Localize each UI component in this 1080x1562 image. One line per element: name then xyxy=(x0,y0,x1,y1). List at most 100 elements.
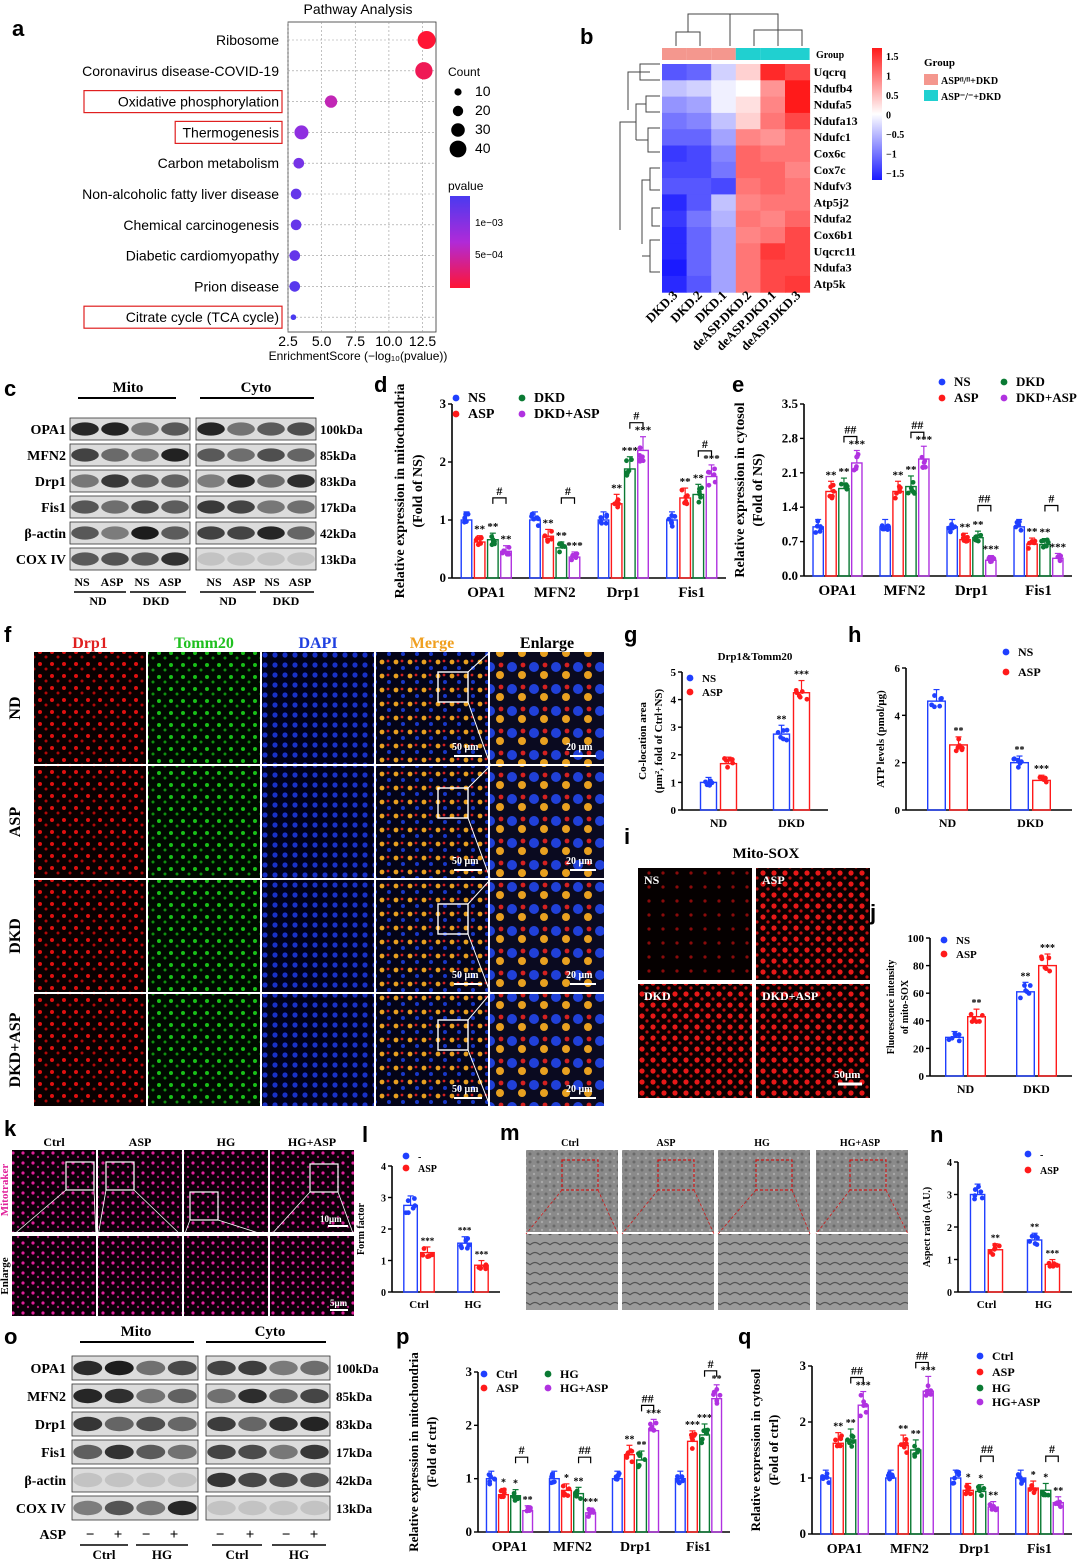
data-point xyxy=(475,542,481,548)
comparison-bracket xyxy=(492,497,507,504)
panel-b-cell xyxy=(662,259,688,277)
y-tick-label: 100 xyxy=(908,933,925,945)
panel-b-gene-label: Cox6b1 xyxy=(814,228,853,242)
data-point xyxy=(799,689,805,694)
y-tick-label: 4 xyxy=(671,695,677,707)
panel-b-cell xyxy=(711,96,737,114)
blot-band xyxy=(207,1360,236,1376)
data-point xyxy=(669,513,675,518)
panel-b-cell xyxy=(735,194,761,212)
blot-band xyxy=(207,1416,236,1432)
data-point xyxy=(489,542,495,548)
panel-b-cell xyxy=(711,210,737,228)
panel-k-micrograph xyxy=(12,1150,96,1232)
blot-group-label: ND xyxy=(89,594,107,608)
panel-b-group-cell xyxy=(686,48,712,60)
comparison-bracket xyxy=(843,435,858,443)
legend-label: DKD xyxy=(534,391,565,406)
blot-band xyxy=(161,448,189,462)
panel-a-x-tick: 5.0 xyxy=(312,333,332,349)
data-point xyxy=(1043,966,1049,972)
panel-m-column-label: ASP xyxy=(657,1138,676,1149)
data-point xyxy=(948,529,953,535)
data-point xyxy=(892,495,898,501)
comparison-bracket xyxy=(915,1361,929,1369)
data-point xyxy=(712,479,718,485)
panel-i-micrograph xyxy=(756,984,870,1098)
blot-group-label: DKD xyxy=(143,594,170,608)
data-point xyxy=(478,1266,483,1271)
blot-band xyxy=(238,1500,267,1516)
panel-k-enlarge xyxy=(98,1236,182,1316)
data-point xyxy=(640,458,646,464)
data-point xyxy=(949,522,954,527)
y-tick-label: 20 xyxy=(913,1043,925,1055)
blot-band xyxy=(269,1388,298,1404)
panel-b-gene-label: Ndufc1 xyxy=(814,130,851,144)
panel-k-row-label: Enlarge xyxy=(0,1257,11,1294)
blot-band xyxy=(131,422,159,436)
data-point xyxy=(1023,988,1029,994)
data-point xyxy=(420,1252,426,1258)
significance-label: *** xyxy=(421,1236,435,1246)
data-point xyxy=(804,696,810,702)
legend-marker xyxy=(938,378,946,386)
panel-b-group-cell xyxy=(735,48,761,60)
blot-cyto-title: Cyto xyxy=(241,380,272,396)
data-point xyxy=(991,1504,997,1509)
data-point xyxy=(956,1038,962,1044)
panel-a-count-legend-dot xyxy=(452,105,464,117)
significance-label: ** xyxy=(954,726,964,737)
comparison-label: ## xyxy=(844,422,856,436)
panel-a-x-tick: 10.0 xyxy=(375,333,402,349)
y-tick-label: 4 xyxy=(947,1158,952,1169)
panel-b-cell xyxy=(785,161,811,179)
panel-k-zoom-box xyxy=(189,1191,219,1221)
bar xyxy=(1013,526,1026,577)
panel-a-point xyxy=(290,188,302,200)
data-point xyxy=(886,1470,892,1476)
data-point xyxy=(952,1475,957,1481)
significance-label: ** xyxy=(712,1374,722,1385)
blot-kda-label: 85kDa xyxy=(320,448,357,463)
data-point xyxy=(881,526,887,532)
data-point xyxy=(1031,1490,1037,1496)
data-point xyxy=(588,1507,594,1513)
blot-band xyxy=(73,1388,103,1404)
data-point xyxy=(463,519,469,525)
legend-marker xyxy=(686,674,694,682)
x-category-label: Ctrl xyxy=(409,1299,429,1311)
panel-a-pvalue-tick: 1e−03 xyxy=(475,218,504,229)
panel-b-cell xyxy=(686,275,712,293)
significance-label: ** xyxy=(611,482,623,494)
significance-label: ** xyxy=(680,476,692,488)
data-point xyxy=(931,704,937,710)
panel-letters: a b c d e f g h i j k l m n o p q xyxy=(4,16,943,1349)
blot-asp-row-label: ASP xyxy=(40,1528,67,1543)
bar xyxy=(927,700,947,811)
panel-b-gene-label: Ndufb4 xyxy=(814,81,853,95)
data-point xyxy=(1019,1481,1024,1486)
panel-k-zoom-line xyxy=(11,1189,67,1237)
panel-f-micrograph xyxy=(262,652,374,764)
data-point xyxy=(861,1399,867,1405)
significance-label: ** xyxy=(972,998,982,1009)
data-point xyxy=(932,693,937,698)
legend-label: NS xyxy=(956,935,970,947)
panel-i-micrograph xyxy=(638,984,752,1098)
panel-f-micrograph xyxy=(262,880,374,992)
blot-band xyxy=(136,1444,166,1460)
data-point xyxy=(1018,995,1023,1001)
panel-k-column-label: ASP xyxy=(129,1135,152,1149)
panel-b-gene-label: Uqcrq xyxy=(814,65,847,79)
x-category-label: Drp1 xyxy=(959,1542,990,1557)
data-point xyxy=(405,1198,411,1204)
significance-label: ** xyxy=(898,1424,908,1435)
comparison-bracket xyxy=(560,497,576,504)
blot-band-label: OPA1 xyxy=(30,1362,66,1377)
panel-b-scale-tick: 1 xyxy=(886,72,891,83)
panel-a-x-tick: 7.5 xyxy=(346,333,366,349)
data-point xyxy=(570,552,576,558)
data-point xyxy=(831,488,837,494)
data-point xyxy=(915,1449,920,1455)
